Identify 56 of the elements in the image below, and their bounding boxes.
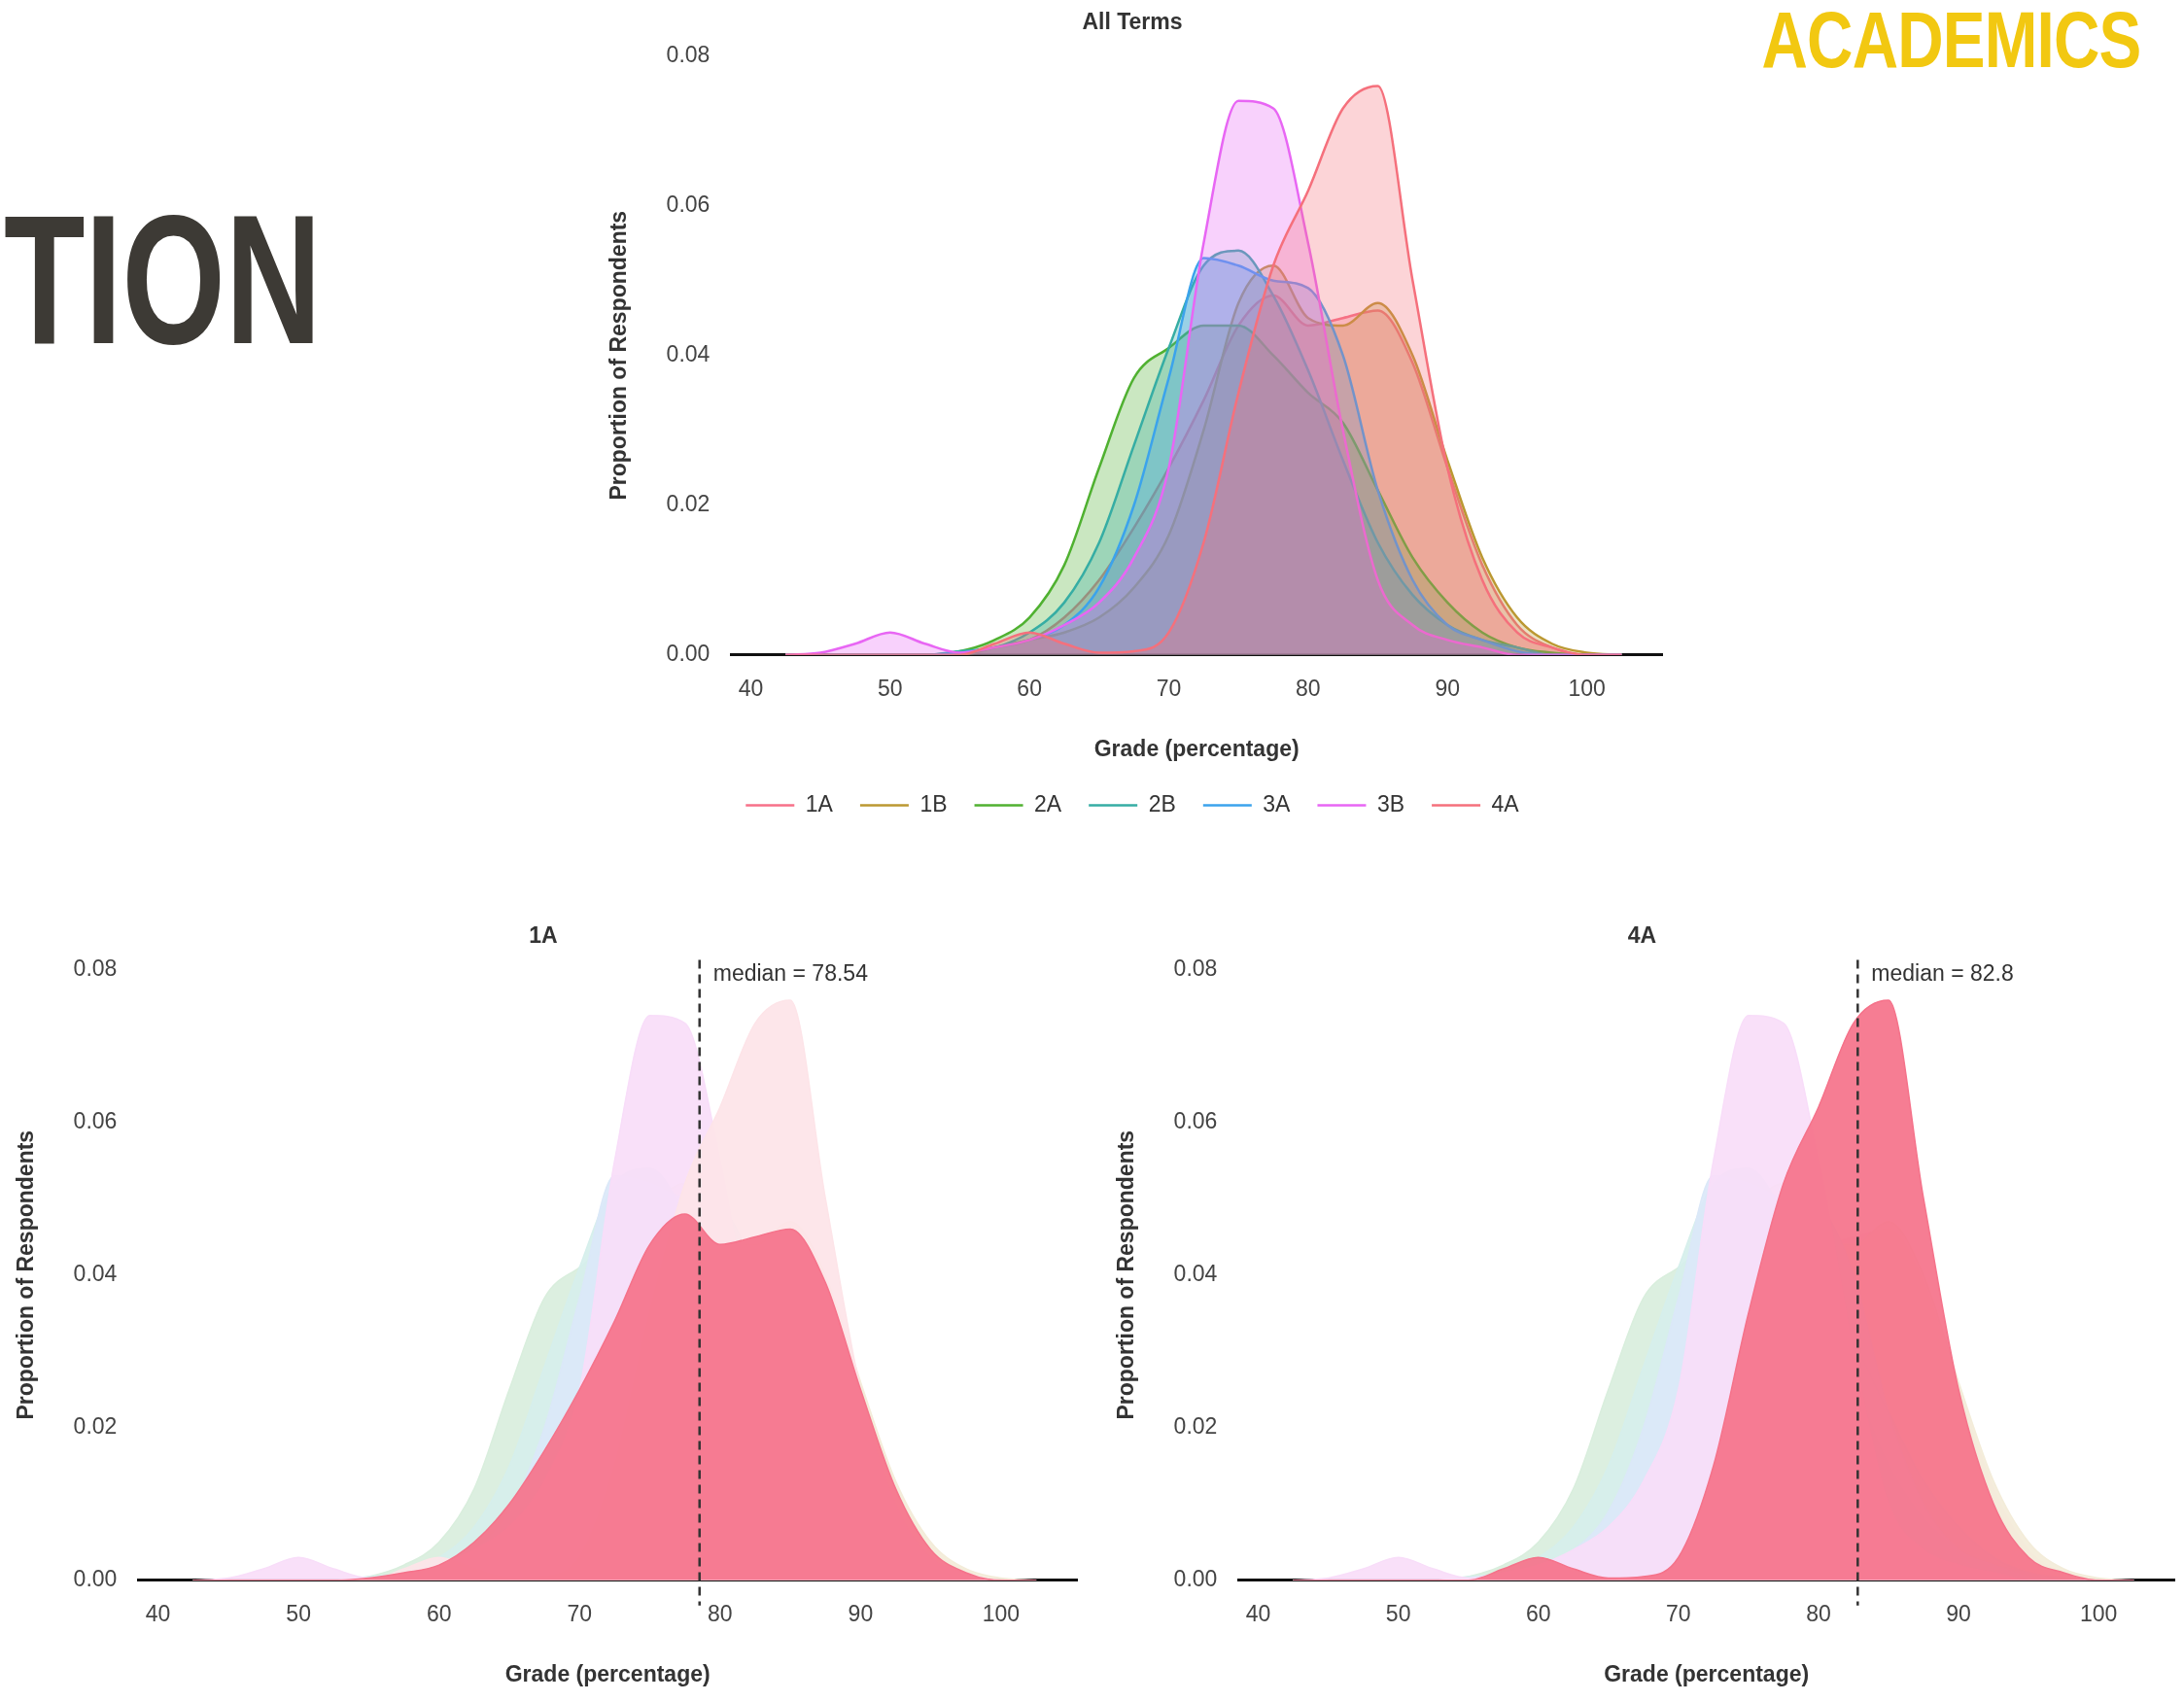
x-tick-label: 90 xyxy=(848,1600,874,1626)
y-tick-label: 0.00 xyxy=(73,1566,118,1592)
x-tick-label: 100 xyxy=(2079,1600,2118,1626)
legend-label: 3B xyxy=(1376,790,1405,816)
chart-title: 4A xyxy=(1627,922,1657,949)
legend-label: 3A xyxy=(1263,790,1292,816)
y-tick-label: 0.06 xyxy=(666,191,711,217)
x-tick-label: 50 xyxy=(286,1600,311,1626)
y-axis-title: Proportion of Respondents xyxy=(1113,1129,1139,1420)
x-tick-label: 90 xyxy=(1435,675,1461,701)
y-tick-label: 0.00 xyxy=(666,641,711,667)
y-tick-label: 0.04 xyxy=(1173,1261,1218,1287)
y-tick-label: 0.08 xyxy=(73,955,118,981)
chart-title: 1A xyxy=(529,922,558,949)
legend-label: 1A xyxy=(805,790,834,816)
x-tick-label: 80 xyxy=(1296,675,1321,701)
x-tick-label: 90 xyxy=(1946,1600,1971,1626)
y-tick-label: 0.02 xyxy=(73,1413,118,1440)
ref-line-label: median = 82.8 xyxy=(1871,960,2014,987)
y-tick-label: 0.04 xyxy=(666,341,711,367)
y-tick-label: 0.08 xyxy=(666,41,711,67)
x-tick-label: 60 xyxy=(1525,1600,1551,1626)
x-tick-label: 60 xyxy=(1017,675,1042,701)
y-tick-label: 0.06 xyxy=(1173,1107,1218,1133)
x-tick-label: 80 xyxy=(1806,1600,1831,1626)
x-tick-label: 40 xyxy=(145,1600,171,1626)
legend-label: 2B xyxy=(1148,790,1176,816)
x-tick-label: 70 xyxy=(1666,1600,1691,1626)
text: ACADEMICS xyxy=(1761,0,2141,86)
x-axis-title: Grade (percentage) xyxy=(1604,1660,1810,1686)
x-tick-label: 60 xyxy=(426,1600,452,1626)
x-tick-label: 50 xyxy=(1385,1600,1411,1626)
y-tick-label: 0.04 xyxy=(73,1261,118,1287)
x-tick-label: 40 xyxy=(738,675,764,701)
x-tick-label: 100 xyxy=(1568,675,1606,701)
y-axis-title: Proportion of Respondents xyxy=(606,210,632,501)
x-tick-label: 70 xyxy=(1156,675,1182,701)
y-tick-label: 0.02 xyxy=(1173,1413,1218,1440)
text: TION xyxy=(4,175,322,384)
chart-title: All Terms xyxy=(1082,9,1183,35)
legend-label: 2A xyxy=(1034,790,1062,816)
x-axis-title: Grade (percentage) xyxy=(504,1660,711,1686)
ref-line-label: median = 78.54 xyxy=(712,960,869,987)
y-tick-label: 0.06 xyxy=(73,1107,118,1133)
x-axis-title: Grade (percentage) xyxy=(1093,735,1300,761)
x-tick-label: 100 xyxy=(982,1600,1021,1626)
y-axis-title: Proportion of Respondents xyxy=(13,1129,39,1420)
y-tick-label: 0.08 xyxy=(1173,955,1218,981)
x-tick-label: 80 xyxy=(708,1600,733,1626)
x-tick-label: 70 xyxy=(567,1600,593,1626)
y-tick-label: 0.00 xyxy=(1173,1566,1218,1592)
legend-label: 4A xyxy=(1491,790,1520,816)
x-tick-label: 40 xyxy=(1245,1600,1271,1626)
x-tick-label: 50 xyxy=(878,675,903,701)
y-tick-label: 0.02 xyxy=(666,491,711,517)
legend-label: 1B xyxy=(919,790,948,816)
